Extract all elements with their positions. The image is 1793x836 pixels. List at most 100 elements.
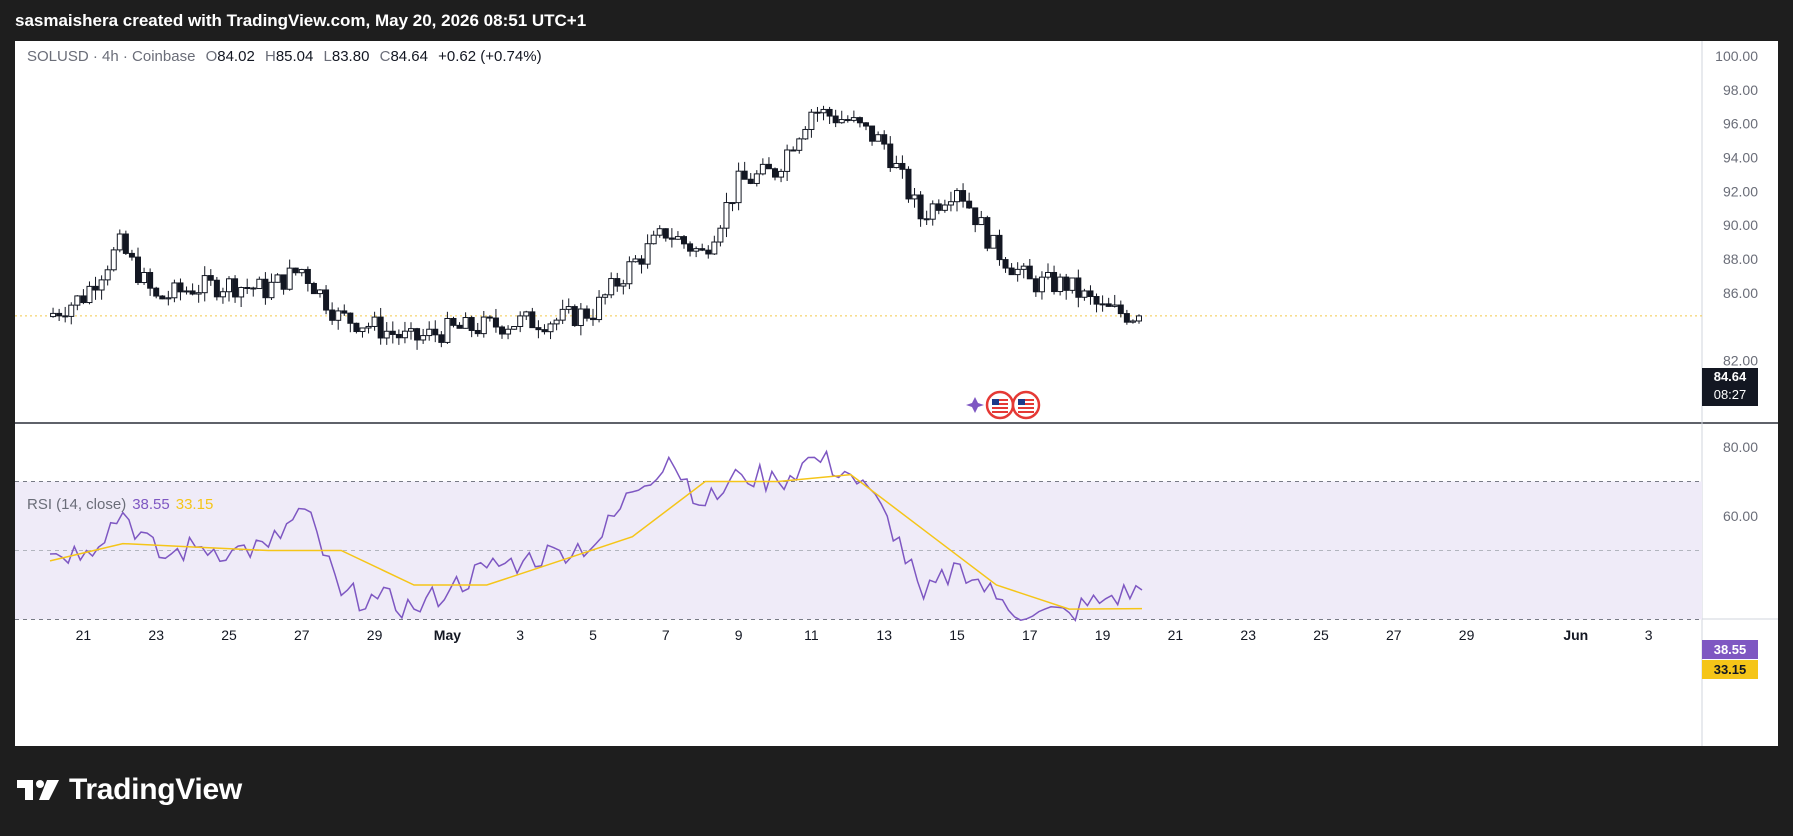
candle-body	[972, 207, 979, 226]
candle-body	[863, 122, 869, 127]
candle-body	[274, 274, 281, 283]
time-tick-label: 29	[367, 627, 383, 643]
candle-body	[662, 228, 669, 239]
candle-body	[747, 178, 754, 184]
candle-body	[450, 317, 457, 326]
candle-body	[128, 252, 135, 258]
time-tick-label: 25	[221, 627, 237, 643]
candle-body	[298, 268, 305, 274]
candle-body	[1069, 277, 1076, 291]
candle-body	[650, 234, 657, 245]
candle-body	[189, 290, 196, 295]
candle-body	[122, 233, 129, 254]
candle-body	[935, 203, 942, 211]
candle-body	[317, 289, 323, 295]
candle-body	[711, 241, 718, 255]
candle-body	[171, 282, 178, 299]
candle-body	[480, 316, 487, 335]
candle-body	[693, 248, 700, 252]
candle-body	[808, 111, 815, 130]
candle-body	[1045, 271, 1051, 278]
candle-body	[881, 134, 888, 145]
tradingview-logo[interactable]: TradingView	[17, 770, 242, 810]
price-tick-label: 94.00	[1723, 150, 1758, 166]
brand-name: TradingView	[69, 773, 242, 806]
close-value: 84.64	[390, 48, 428, 65]
candle-body	[159, 295, 166, 300]
price-tag: 84.64 08:27	[1702, 368, 1758, 406]
candle-body	[741, 170, 748, 180]
candle-body	[201, 275, 208, 294]
candle-body	[856, 117, 863, 124]
flag-stripe	[1018, 407, 1034, 409]
high-value: 85.04	[275, 48, 314, 65]
time-tick-label: 9	[735, 627, 743, 643]
candle-body	[1008, 267, 1015, 276]
rsi-tick-label: 80.00	[1723, 439, 1758, 455]
candle-body	[1093, 296, 1100, 305]
open-value: 84.02	[217, 48, 255, 65]
candle-body	[62, 315, 69, 318]
rsi-tag: 38.55	[1702, 640, 1758, 659]
candle-body	[814, 111, 821, 114]
candle-body	[1136, 315, 1142, 322]
time-tick-label: 15	[949, 627, 965, 643]
candle-body	[929, 203, 936, 220]
candle-body	[681, 236, 687, 245]
candle-body	[395, 333, 402, 339]
candle-body	[905, 168, 912, 200]
candle-body	[838, 119, 845, 124]
candle-body	[80, 295, 87, 304]
candle-body	[850, 117, 857, 121]
candle-body	[213, 279, 220, 298]
candle-body	[286, 267, 293, 290]
candle-body	[638, 258, 645, 265]
candle-body	[796, 138, 803, 151]
credit-text: sasmaishera created with TradingView.com…	[15, 11, 587, 30]
candle-body	[92, 285, 99, 291]
candle-body	[408, 328, 414, 332]
rsi-value: 38.55	[132, 496, 170, 513]
candle-body	[468, 317, 475, 331]
candle-body	[911, 194, 918, 200]
candle-body	[565, 306, 572, 310]
symbol-label: SOLUSD · 4h · Coinbase	[27, 48, 196, 65]
candle-body	[941, 204, 948, 211]
candle-body	[947, 201, 954, 206]
candle-body	[116, 233, 123, 251]
candle-body	[826, 108, 833, 117]
candle-body	[1063, 276, 1070, 291]
candle-body	[511, 326, 518, 330]
candle-body	[50, 312, 57, 318]
candle-body	[347, 312, 354, 324]
candle-body	[954, 190, 960, 203]
candle-body	[304, 268, 311, 284]
candle-body	[232, 278, 239, 298]
candle-body	[978, 217, 985, 226]
rsi-label: RSI (14, close)	[27, 496, 127, 513]
candle-body	[195, 292, 202, 295]
candle-body	[966, 200, 973, 209]
rsi-ma-line	[49, 473, 1143, 610]
candle-body	[371, 316, 378, 327]
price-tick-label: 100.00	[1715, 48, 1758, 64]
candle-body	[438, 334, 445, 343]
chart-canvas[interactable]: 82.00 86.00 88.00 90.00 92.00 94.00 96.00 98.00…	[15, 41, 1778, 746]
candle-body	[790, 149, 797, 152]
candle-body	[165, 297, 172, 300]
candle-body	[505, 328, 512, 335]
candle-body	[820, 108, 827, 114]
candle-body	[310, 282, 317, 295]
candle-body	[1099, 303, 1106, 306]
candle-body	[614, 278, 621, 287]
candle-body	[960, 190, 967, 202]
candle-body	[602, 294, 609, 298]
candle-body	[699, 248, 706, 251]
candle-body	[68, 304, 75, 317]
candle-body	[238, 287, 245, 298]
candle-body	[687, 243, 694, 252]
candle-body	[772, 168, 778, 178]
candle-body	[177, 282, 184, 293]
candle-body	[262, 278, 269, 299]
chart-panel[interactable]: 82.00 86.00 88.00 90.00 92.00 94.00 96.00 98.00…	[15, 41, 1778, 746]
